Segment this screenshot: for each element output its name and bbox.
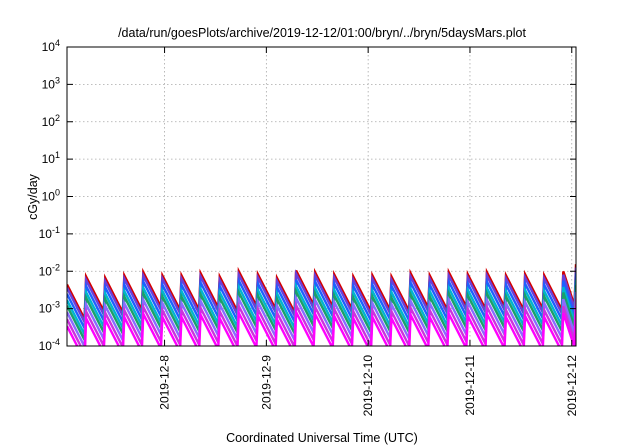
y-tick-label: 102 [42,113,60,129]
y-tick-label: 104 [42,38,60,54]
y-tick-label: 10-2 [39,262,60,278]
y-tick-label: 10-4 [39,337,60,353]
x-axis-label: Coordinated Universal Time (UTC) [226,431,418,445]
x-tick-label: 2019-12-8 [158,355,172,410]
y-tick-label: 10-3 [39,300,60,316]
x-tick-label: 2019-12-11 [463,355,477,416]
x-tick-label: 2019-12-9 [259,355,273,410]
x-tick-label: 2019-12-10 [361,355,375,417]
y-axis-ticks: 10-4 10-3 10-2 10-1 100 101 102 103 104 [39,38,576,353]
series-group [67,264,576,346]
y-tick-label: 101 [42,150,60,166]
y-tick-label: 103 [42,75,60,91]
x-tick-label: 2019-12-12 [565,355,579,417]
chart-title: /data/run/goesPlots/archive/2019-12-12/0… [118,26,526,40]
y-tick-label: 10-1 [39,225,60,241]
y-tick-label: 100 [42,188,60,204]
y-axis-label: cGy/day [26,173,40,220]
x-axis-ticks: 2019-12-8 2019-12-9 2019-12-10 2019-12-11 20… [158,47,579,416]
